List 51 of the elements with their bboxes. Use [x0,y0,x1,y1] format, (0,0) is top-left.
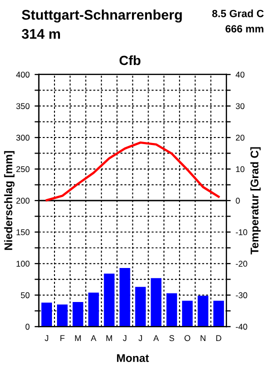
x-tick-label: M [106,335,112,341]
y2-tick-label: 30 [236,103,244,110]
y-tick-label: 300 [16,134,30,141]
bar [198,296,208,327]
bar [120,268,130,327]
x-tick-label: S [169,335,174,342]
y-tick-label: 250 [16,166,30,172]
bar [104,274,115,327]
line-series [46,141,220,202]
x-tick-label: M [75,335,81,341]
y2-axis-title: Temperatur [Grad C] [250,147,261,254]
y2-tick-label: 20 [236,134,244,141]
x-tick-label: A [90,335,96,341]
bar [213,300,224,327]
x-tick-label: J [122,335,126,342]
text: Cfb [120,55,140,66]
y2-tick-label: 10 [236,166,244,172]
x-tick-label: N [200,335,206,341]
bar [88,292,99,327]
x-tick-label: J [138,335,142,342]
x-tick-label: O [184,335,190,342]
x-tick-label: F [60,335,65,341]
y2-tick-label: 0 [236,198,240,204]
x-tick-label: D [216,335,222,341]
x-tick-label: J [44,335,48,342]
y2-tick-label: 40 [236,72,244,78]
y-tick-label: 150 [16,229,30,236]
x-axis-title: Monat [117,354,149,362]
y-tick-label: 400 [16,72,30,78]
bar [150,278,162,327]
bar [72,302,84,327]
y2-tick-label: -30 [236,292,248,298]
bar [182,300,193,327]
y-tick-label: 200 [16,198,30,204]
bar [56,304,68,327]
text: 666 mm [226,25,264,32]
text: 8.5 Grad C [212,10,264,18]
bar [166,293,178,327]
chart-subtitle: 314 m [22,29,60,39]
x-tick-label: A [153,335,159,341]
y-axis-title: Niederschlag [mm] [4,151,15,250]
bar [41,302,52,327]
y-tick-label: 0 [26,324,30,330]
y-tick-label: 350 [16,103,30,110]
bar [135,286,146,327]
y-tick-label: 100 [16,260,30,267]
chart-title: Stuttgart-Schnarrenberg [22,10,182,23]
y2-tick-label: -20 [236,260,248,267]
y2-tick-label: -40 [236,324,248,330]
y2-tick-label: -10 [236,229,248,236]
y-tick-label: 50 [20,292,30,298]
